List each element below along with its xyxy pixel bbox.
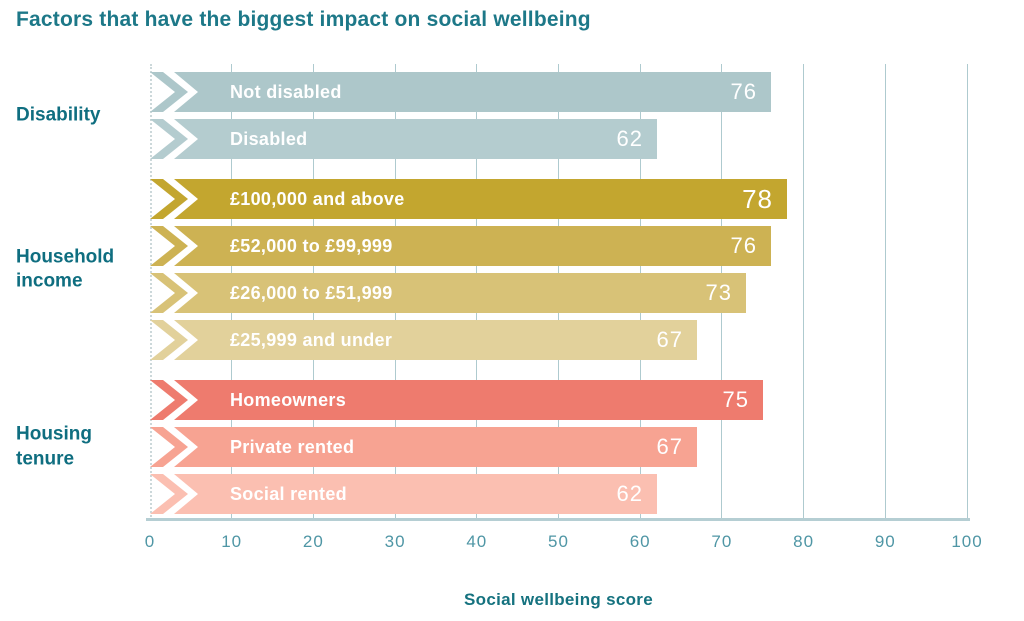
bar-value: 67: [656, 327, 683, 352]
bar-shape: [150, 179, 787, 219]
x-tick-label: 0: [144, 532, 156, 551]
x-tick-label: 70: [711, 532, 733, 551]
bar-label: Homeowners: [230, 390, 347, 410]
bar-fill: [174, 72, 771, 112]
bar-fill: [174, 273, 746, 313]
bar-label: £100,000 and above: [230, 189, 405, 209]
bar-shape: [150, 320, 697, 360]
bar-label: £52,000 to £99,999: [230, 236, 393, 256]
bar-fill: [174, 474, 657, 514]
gridline: [884, 64, 886, 520]
bar-row: £52,000 to £99,999 76: [150, 226, 771, 266]
bar-label: Social rented: [230, 484, 347, 504]
x-tick-label: 80: [793, 532, 815, 551]
bar-row: Private rented 67: [150, 427, 697, 467]
x-tick-label: 90: [874, 532, 896, 551]
bar-value: 76: [730, 79, 757, 104]
chevron-icon: [150, 474, 188, 514]
chevron-icon: [150, 380, 188, 420]
plot-area: Not disabled 76 Disabled 62 £100,000 and abo…: [150, 64, 968, 520]
y-axis-dotted-line: [150, 64, 152, 520]
bar-value: 62: [616, 481, 643, 506]
x-axis-title: Social wellbeing score: [464, 590, 653, 609]
bar-label: Disabled: [230, 129, 308, 149]
bar-label: £26,000 to £51,999: [230, 283, 393, 303]
group-label-household-income: Household income: [16, 245, 115, 292]
chart-title: Factors that have the biggest impact on …: [16, 8, 591, 31]
chevron-icon: [150, 72, 188, 112]
bar-row: Not disabled 76: [150, 72, 771, 112]
bar-value: 73: [705, 280, 732, 305]
bar-row: £26,000 to £51,999 73: [150, 273, 746, 313]
bar-label: Not disabled: [230, 82, 342, 102]
bar-value: 78: [742, 184, 773, 214]
bar-shape: [150, 72, 771, 112]
x-tick-label: 30: [384, 532, 406, 551]
bar-value: 75: [722, 387, 749, 412]
x-axis-line: [146, 518, 970, 521]
bar-shape: [150, 380, 763, 420]
x-tick-label: 40: [466, 532, 488, 551]
bar-shape: [150, 119, 657, 159]
x-tick-label: 10: [221, 532, 243, 551]
bar-row: Disabled 62: [150, 119, 657, 159]
chevron-icon: [150, 273, 188, 313]
chevron-icon: [150, 179, 188, 219]
x-tick-label: 20: [302, 532, 324, 551]
group-label-housing-tenure: Housing tenure: [16, 423, 92, 469]
bar-fill: [174, 226, 771, 266]
x-tick-label: 100: [951, 532, 983, 551]
bar-shape: [150, 427, 697, 467]
x-tick-label: 60: [629, 532, 651, 551]
bar-value: 76: [730, 233, 757, 258]
chevron-icon: [150, 119, 188, 159]
bar-fill: [174, 119, 657, 159]
bar-label: £25,999 and under: [230, 330, 393, 350]
gridline: [803, 64, 805, 520]
chevron-icon: [150, 427, 188, 467]
bar-fill: [174, 179, 787, 219]
bar-row: Social rented 62: [150, 474, 657, 514]
bar-value: 62: [616, 126, 643, 151]
bar-shape: [150, 226, 771, 266]
chevron-icon: [150, 226, 188, 266]
bar-row: £25,999 and under 67: [150, 320, 697, 360]
gridline: [966, 64, 968, 520]
x-tick-label: 50: [548, 532, 569, 551]
bar-label: Private rented: [230, 437, 355, 457]
chevron-icon: [150, 320, 188, 360]
bar-fill: [174, 427, 697, 467]
bar-row: Homeowners 75: [150, 380, 763, 420]
bar-fill: [174, 380, 763, 420]
bar-shape: [150, 474, 657, 514]
bar-shape: [150, 273, 746, 313]
bar-value: 67: [656, 434, 683, 459]
bar-row: £100,000 and above 78: [150, 179, 787, 219]
group-label-disability: Disability: [16, 104, 101, 126]
bar-fill: [174, 320, 697, 360]
